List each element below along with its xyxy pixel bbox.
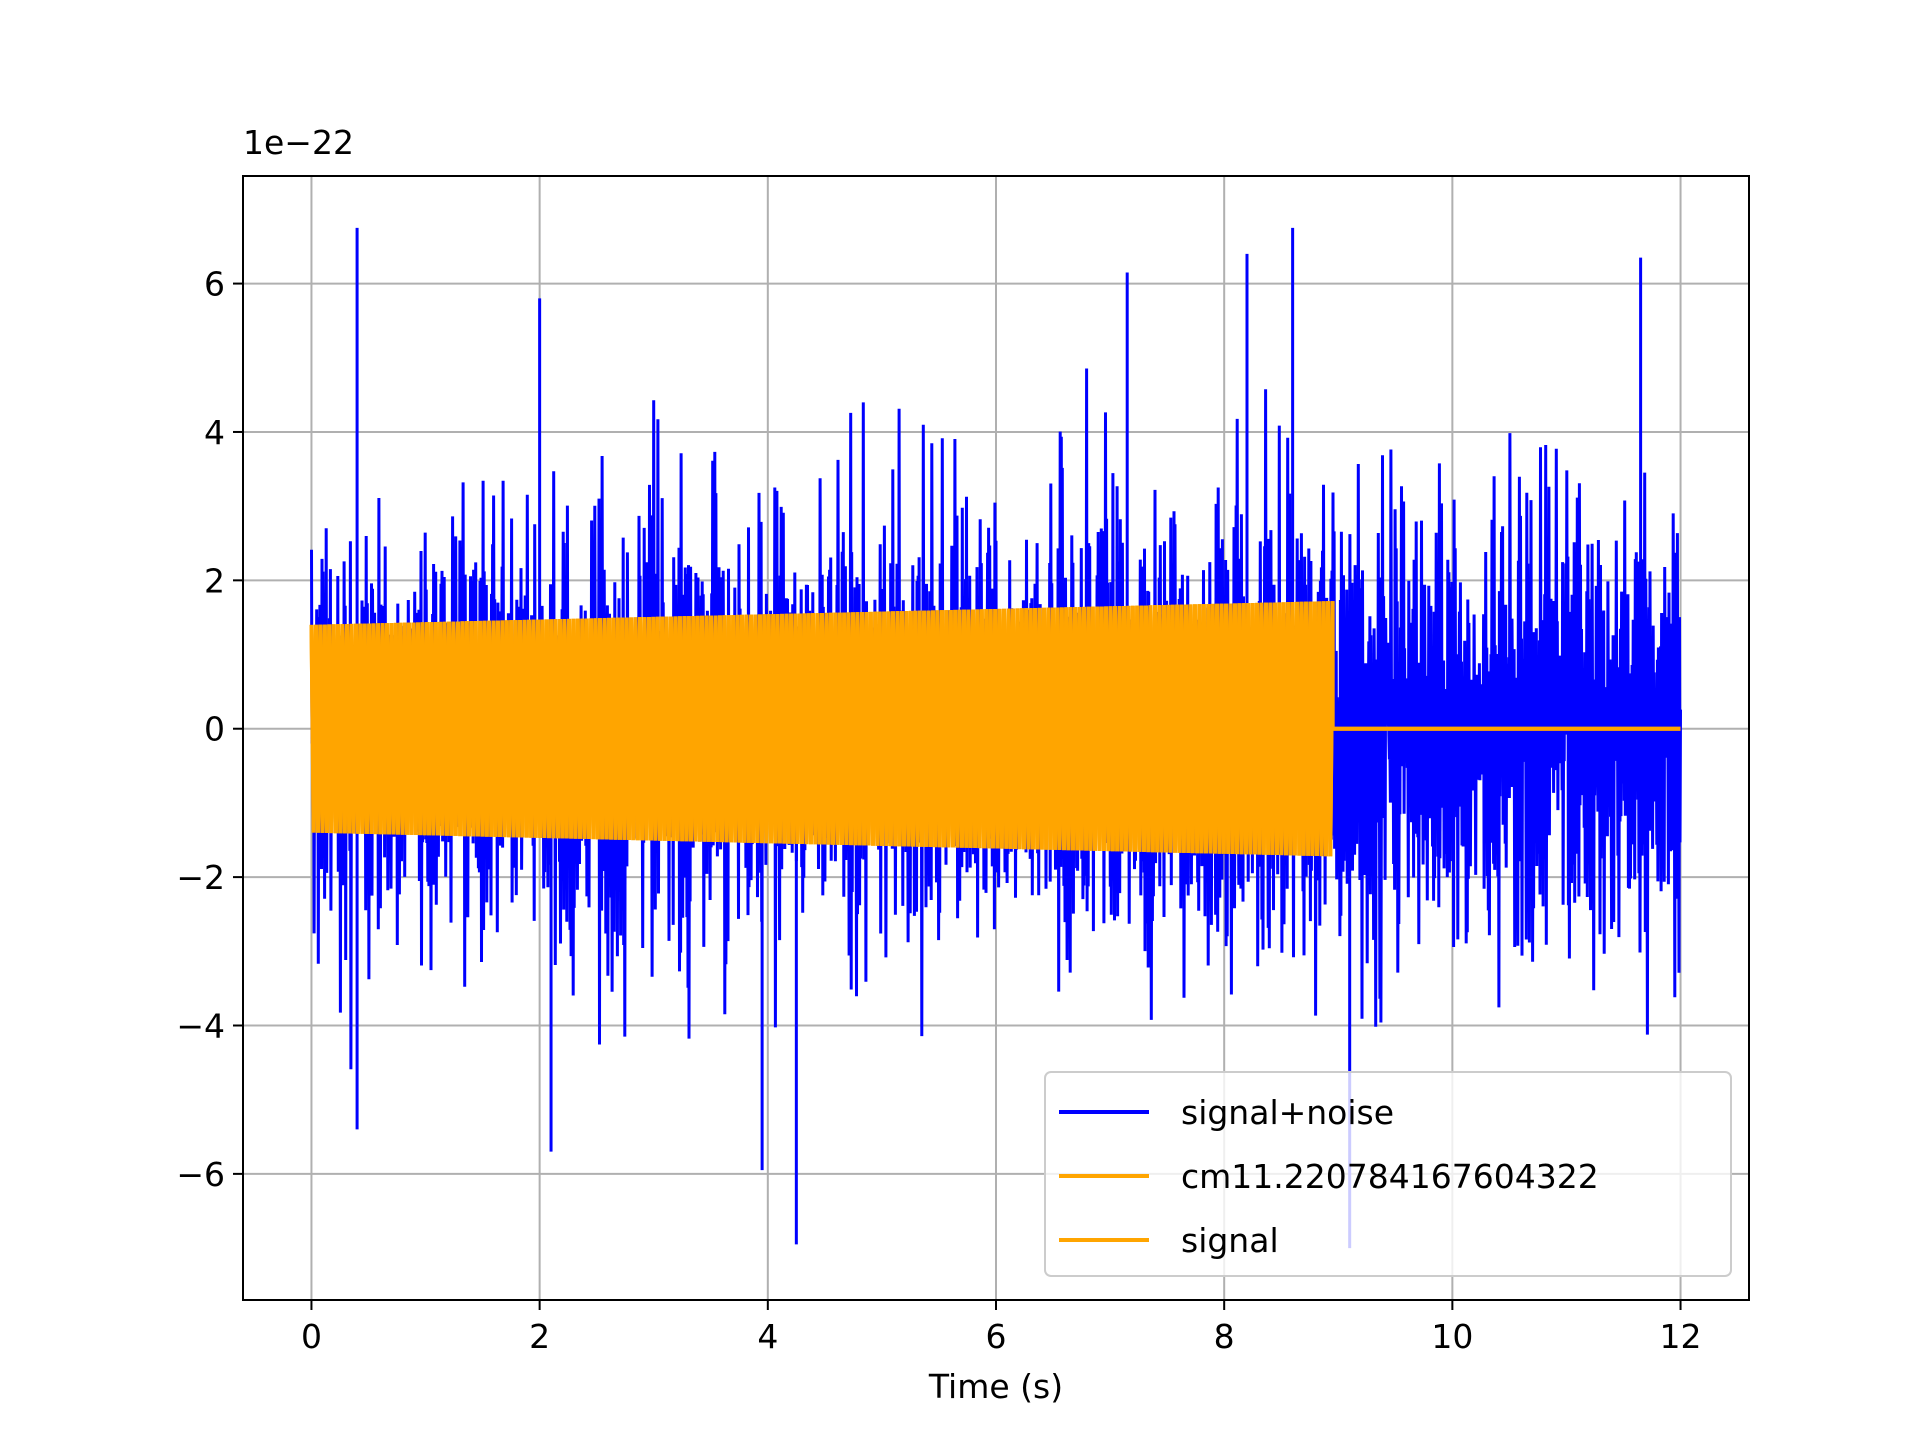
ticks: 0 2 4 6 8 10 12 −6 −4 −2 0 2 4 6 [176, 265, 1701, 1356]
y-tick-label: −2 [176, 858, 225, 897]
plot-area [309, 227, 1682, 1249]
x-tick-label: 8 [1214, 1317, 1235, 1356]
y-tick-label: 6 [204, 265, 225, 304]
x-tick-label: 0 [301, 1317, 322, 1356]
x-axis-label: Time (s) [928, 1367, 1063, 1406]
legend-label-cm: cm11.220784167604322 [1181, 1157, 1599, 1196]
legend-label-signal-noise: signal+noise [1181, 1093, 1394, 1132]
y-tick-label: 4 [204, 413, 225, 452]
y-tick-label: 0 [204, 710, 225, 749]
legend-label-signal: signal [1181, 1221, 1279, 1260]
x-tick-label: 4 [757, 1317, 778, 1356]
x-tick-label: 12 [1660, 1317, 1702, 1356]
y-offset-label: 1e−22 [243, 123, 354, 162]
y-tick-label: 2 [204, 561, 225, 600]
x-tick-label: 6 [986, 1317, 1007, 1356]
legend-box [1044, 1071, 1732, 1277]
y-tick-label: −6 [176, 1155, 225, 1194]
x-tick-label: 10 [1431, 1317, 1473, 1356]
y-tick-label: −4 [176, 1006, 225, 1045]
series-signal [309, 601, 1681, 857]
legend: signal+noise cm11.220784167604322 signal [1044, 1071, 1732, 1277]
x-tick-label: 2 [529, 1317, 550, 1356]
